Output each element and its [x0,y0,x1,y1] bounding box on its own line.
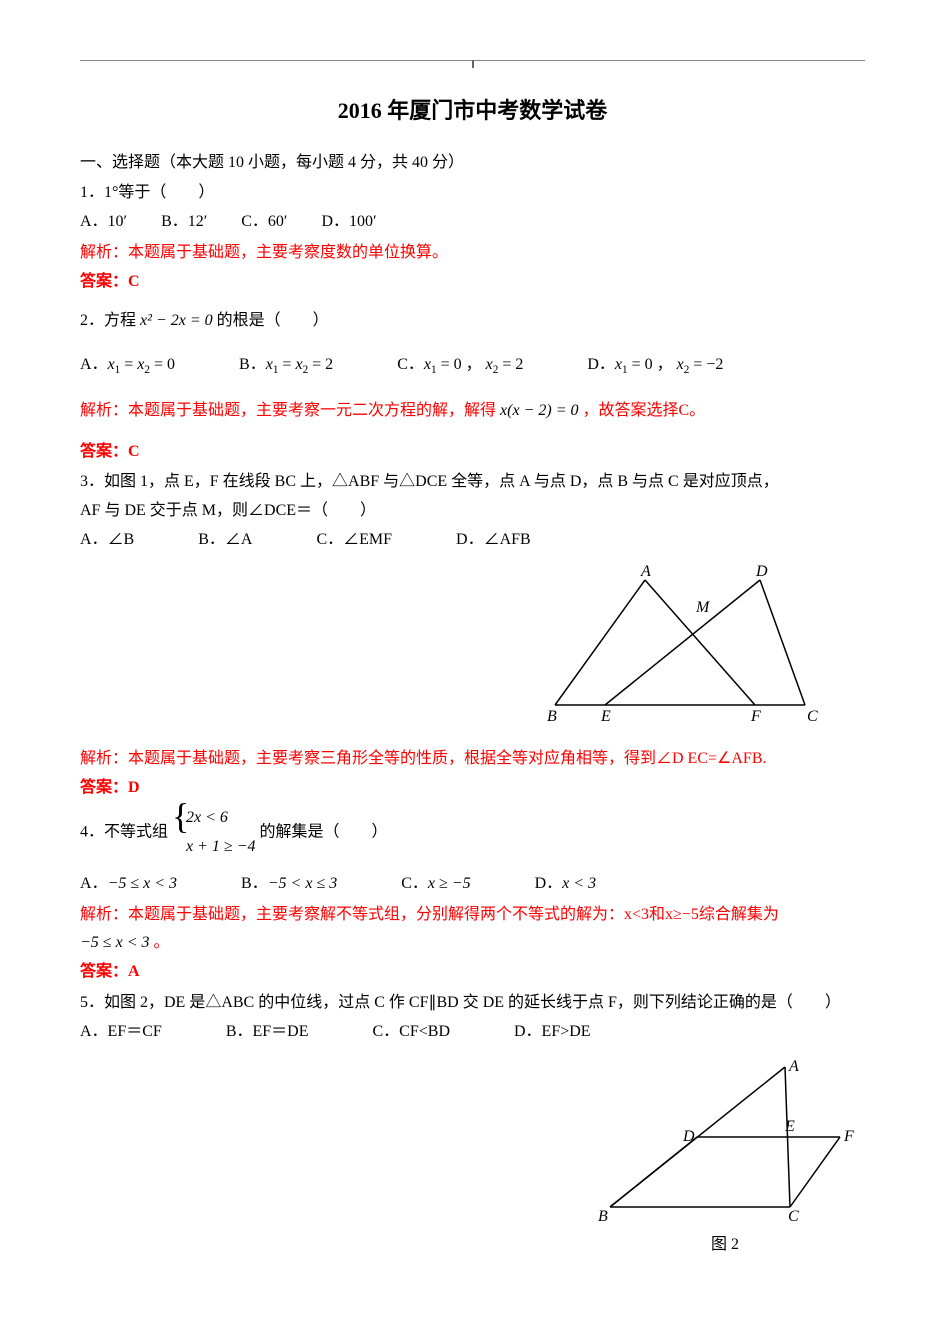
q3-option-d: D．∠AFB [456,526,531,555]
svg-text:D: D [755,565,768,580]
q3-option-c: C．∠EMF [316,526,392,555]
q5-diagram-wrap: A B C D E F 图 2 [80,1057,855,1260]
q4-option-d: D．x < 3 [535,870,596,899]
q4-option-c: C．x ≥ −5 [401,870,470,899]
q5-option-b: B．EF＝DE [226,1018,309,1047]
q4-sys-line1: 2x < 6 [186,809,228,826]
q5-caption: 图 2 [595,1231,855,1260]
q3-stem-line2: AF 与 DE 交于点 M，则∠DCE＝（ ） [80,497,865,526]
q4-solution-line1: 解析：本题属于基础题，主要考察解不等式组，分别解得两个不等式的解为：x<3和x≥… [80,901,865,930]
q1-option-d: D．100′ [321,208,376,237]
svg-text:F: F [750,708,761,725]
q3-solution: 解析：本题属于基础题，主要考察三角形全等的性质，根据全等对应角相等，得到∠D E… [80,745,865,774]
q5-option-a: A．EF＝CF [80,1018,162,1047]
svg-text:E: E [600,708,611,725]
q4-option-b: B．−5 < x ≤ 3 [241,870,337,899]
svg-text:B: B [598,1208,608,1225]
q2-stem-pre: 2．方程 [80,312,136,329]
q2-sol-post: ，故答案选择C。 [582,402,705,419]
q1-solution: 解析：本题属于基础题，主要考察度数的单位换算。 [80,239,865,268]
section-1-heading: 一、选择题（本大题 10 小题，每小题 4 分，共 40 分） [80,149,865,178]
page-title: 2016 年厦门市中考数学试卷 [80,91,865,131]
q2-solution: 解析：本题属于基础题，主要考察一元二次方程的解，解得 x(x − 2) = 0 … [80,397,865,426]
q3-option-b: B．∠A [198,526,252,555]
svg-text:E: E [784,1118,795,1135]
question-4: 4．不等式组 2x < 6 x + 1 ≥ −4 的解集是（ ） A．−5 ≤ … [80,804,865,987]
svg-text:B: B [547,708,557,725]
q3-option-a: A．∠B [80,526,134,555]
q2-option-c: C．x1 = 0 ， x2 = 2 [397,351,523,380]
question-5: 5．如图 2，DE 是△ABC 的中位线，过点 C 作 CF∥BD 交 DE 的… [80,989,865,1259]
q1-stem: 1．1°等于（ ） [80,179,865,208]
q4-solution-line2: −5 ≤ x < 3 。 [80,929,865,958]
svg-text:C: C [788,1208,799,1225]
question-2: 2．方程 x² − 2x = 0 的根是（ ） A．A．x₁ = x₂ = 0x… [80,307,865,467]
svg-text:A: A [640,565,651,580]
q4-stem-pre: 4．不等式组 [80,824,168,841]
q3-answer: 答案：D [80,774,865,803]
q1-option-c: C．60′ [241,208,287,237]
q1-option-b: B．12′ [161,208,207,237]
question-1: 1．1°等于（ ） A．10′ B．12′ C．60′ D．100′ 解析：本题… [80,179,865,296]
q2-option-a: A．A．x₁ = x₂ = 0x1 = x2 = 0 [80,351,175,380]
svg-text:C: C [807,708,818,725]
q3-options: A．∠B B．∠A C．∠EMF D．∠AFB [80,526,865,555]
q5-options: A．EF＝CF B．EF＝DE C．CF<BD D．EF>DE [80,1018,865,1047]
q2-stem-post: 的根是（ ） [217,312,329,329]
q2-options: A．A．x₁ = x₂ = 0x1 = x2 = 0 B．x1 = x2 = 2… [80,351,865,380]
q1-options: A．10′ B．12′ C．60′ D．100′ [80,208,865,237]
q2-option-b: B．x1 = x2 = 2 [239,351,333,380]
header-tick [472,60,474,68]
q2-answer: 答案：C [80,438,865,467]
q2-sol-math: x(x − 2) = 0 [500,402,578,419]
svg-text:F: F [843,1128,854,1145]
q4-stem-post: 的解集是（ ） [260,824,388,841]
q3-stem-line1: 3．如图 1，点 E，F 在线段 BC 上，△ABF 与△DCE 全等，点 A … [80,468,865,497]
svg-text:A: A [788,1058,799,1075]
q2-option-d: D．x1 = 0 ， x2 = −2 [587,351,723,380]
q3-sol-text: 解析：本题属于基础题，主要考察三角形全等的性质，根据全等对应角相等，得到∠D E… [80,750,767,767]
q5-stem: 5．如图 2，DE 是△ABC 的中位线，过点 C 作 CF∥BD 交 DE 的… [80,989,865,1018]
q3-diagram-wrap: B E F C A D M [80,565,865,725]
q1-option-a: A．10′ [80,208,127,237]
q5-option-d: D．EF>DE [514,1018,591,1047]
q4-stem: 4．不等式组 2x < 6 x + 1 ≥ −4 的解集是（ ） [80,804,865,862]
q5-option-c: C．CF<BD [373,1018,451,1047]
q4-sys-line2: x + 1 ≥ −4 [186,838,255,855]
q2-stem-math: x² − 2x = 0 [140,312,213,329]
q4-system: 2x < 6 x + 1 ≥ −4 [172,804,255,862]
q1-answer: 答案：C [80,268,865,297]
q5-diagram: A B C D E F [595,1057,855,1227]
svg-text:M: M [695,599,711,616]
question-3: 3．如图 1，点 E，F 在线段 BC 上，△ABF 与△DCE 全等，点 A … [80,468,865,802]
q4-option-a: A．−5 ≤ x < 3 [80,870,177,899]
q2-stem: 2．方程 x² − 2x = 0 的根是（ ） [80,307,865,336]
q3-diagram: B E F C A D M [545,565,825,725]
q4-answer: 答案：A [80,958,865,987]
q2-sol-pre: 解析：本题属于基础题，主要考察一元二次方程的解，解得 [80,402,496,419]
q4-options: A．−5 ≤ x < 3 B．−5 < x ≤ 3 C．x ≥ −5 D．x <… [80,870,865,899]
svg-text:D: D [682,1128,695,1145]
